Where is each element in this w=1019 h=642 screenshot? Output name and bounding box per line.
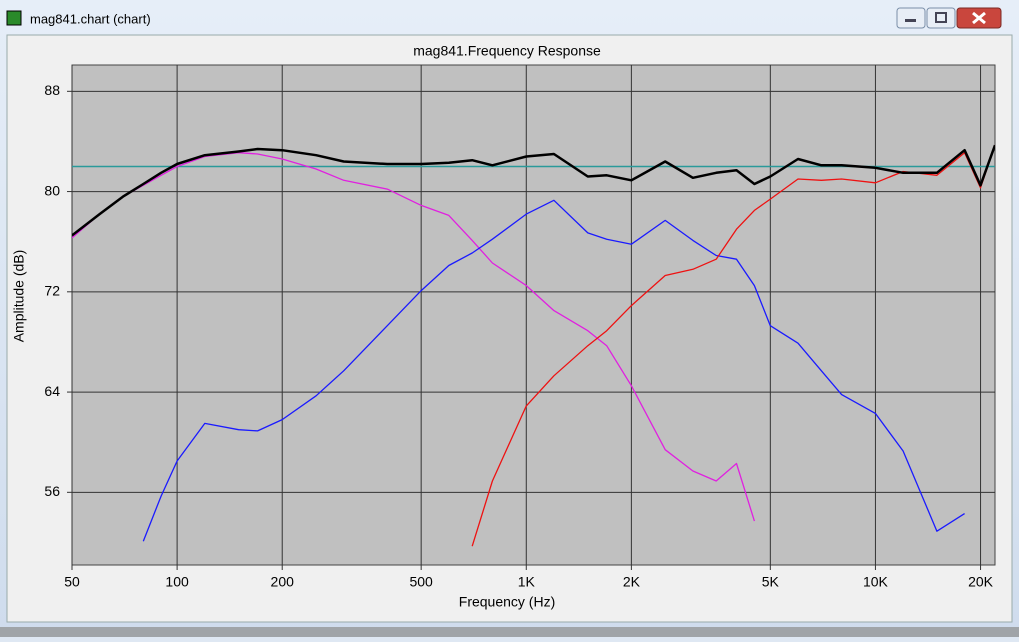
y-tick-label: 64 [44,383,60,399]
x-tick-label: 2K [623,574,641,590]
series-group [72,144,995,547]
y-tick-label: 80 [44,182,60,198]
y-axis-label: Amplitude (dB) [11,250,27,343]
x-tick-label: 1K [518,574,536,590]
chart-title: mag841.Frequency Response [413,43,601,59]
plot: 56 64 72 80 88 50 100 200 500 1K 2K 5K 10K 20K [44,64,996,590]
y-tick-label: 88 [44,82,60,98]
x-tick-label: 200 [271,574,295,590]
app-icon [6,10,22,26]
maximize-button[interactable] [926,7,956,29]
x-tick-label: 20K [968,574,994,590]
x-tick-label: 10K [863,574,889,590]
status-strip [0,627,1019,637]
y-tick-label: 72 [44,283,60,299]
close-button[interactable] [956,7,1002,29]
minimize-button[interactable] [896,7,926,29]
x-tick-label: 100 [165,574,189,590]
x-axis-label: Frequency (Hz) [459,594,555,610]
y-tick-label: 56 [44,483,60,499]
series-line [142,199,965,542]
plot-area [71,64,996,566]
series-line [72,144,995,237]
series-line [72,152,756,522]
window-title: mag841.chart (chart) [30,11,151,26]
x-tick-label: 500 [409,574,433,590]
x-tick-label: 50 [64,574,80,590]
x-tick-label: 5K [762,574,780,590]
